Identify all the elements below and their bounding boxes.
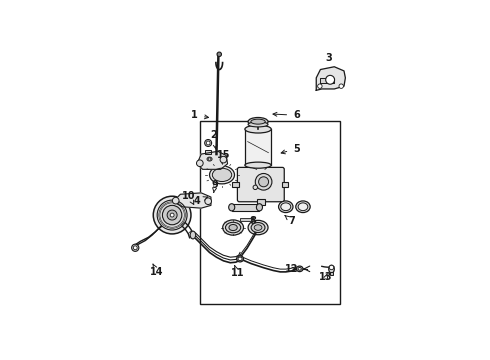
Ellipse shape: [248, 117, 268, 126]
Text: 9: 9: [212, 180, 219, 192]
Ellipse shape: [205, 140, 212, 147]
Text: 6: 6: [273, 110, 300, 120]
Ellipse shape: [281, 203, 291, 211]
Ellipse shape: [296, 266, 303, 271]
Ellipse shape: [298, 203, 308, 211]
Ellipse shape: [279, 201, 293, 212]
Bar: [330, 272, 333, 275]
Bar: [232, 204, 259, 211]
Ellipse shape: [248, 122, 268, 127]
Circle shape: [326, 75, 335, 84]
Circle shape: [329, 265, 334, 270]
Circle shape: [153, 196, 191, 234]
Circle shape: [170, 213, 174, 217]
Circle shape: [255, 174, 272, 190]
Ellipse shape: [237, 256, 244, 262]
Circle shape: [259, 177, 269, 187]
Text: 7: 7: [285, 216, 294, 226]
Text: 14: 14: [150, 264, 164, 277]
FancyBboxPatch shape: [237, 167, 284, 202]
Circle shape: [318, 84, 322, 89]
Text: 10: 10: [182, 191, 196, 204]
Polygon shape: [320, 78, 334, 84]
Text: 15: 15: [217, 150, 230, 163]
Circle shape: [205, 198, 212, 204]
Polygon shape: [316, 67, 345, 90]
Ellipse shape: [298, 267, 301, 270]
Text: 12: 12: [285, 264, 298, 274]
Ellipse shape: [190, 231, 196, 239]
Ellipse shape: [208, 158, 211, 160]
Polygon shape: [173, 193, 211, 208]
Ellipse shape: [210, 166, 235, 184]
Ellipse shape: [229, 204, 235, 211]
Text: 11: 11: [230, 265, 244, 278]
Ellipse shape: [329, 265, 334, 273]
Circle shape: [339, 84, 343, 89]
Ellipse shape: [207, 157, 212, 161]
Ellipse shape: [229, 225, 237, 231]
Circle shape: [172, 197, 179, 204]
Ellipse shape: [245, 162, 271, 168]
Bar: [232, 182, 239, 187]
Text: 5: 5: [281, 144, 300, 154]
Circle shape: [217, 52, 221, 57]
Bar: [240, 219, 251, 221]
Bar: [282, 182, 289, 187]
Text: 8: 8: [249, 216, 256, 226]
Circle shape: [196, 160, 203, 167]
Circle shape: [162, 205, 182, 225]
Ellipse shape: [296, 201, 310, 212]
Ellipse shape: [245, 125, 271, 133]
Ellipse shape: [254, 225, 262, 230]
Polygon shape: [197, 151, 227, 169]
Text: 1: 1: [191, 110, 209, 120]
Text: 4: 4: [194, 196, 207, 206]
Ellipse shape: [248, 220, 268, 235]
Circle shape: [220, 156, 227, 163]
Ellipse shape: [238, 257, 242, 261]
Bar: [257, 199, 265, 205]
Bar: [200, 121, 340, 304]
Ellipse shape: [256, 204, 263, 211]
Circle shape: [132, 244, 139, 251]
Ellipse shape: [223, 220, 244, 235]
Ellipse shape: [225, 222, 241, 233]
Bar: [245, 129, 271, 165]
Ellipse shape: [251, 222, 265, 233]
Circle shape: [133, 246, 137, 250]
Text: 2: 2: [210, 130, 217, 149]
Circle shape: [167, 210, 177, 220]
Circle shape: [157, 200, 187, 230]
Ellipse shape: [206, 141, 210, 145]
Text: 3: 3: [325, 53, 334, 71]
Ellipse shape: [212, 168, 232, 181]
Ellipse shape: [251, 119, 265, 124]
Text: 13: 13: [319, 273, 333, 283]
Circle shape: [253, 185, 258, 190]
Bar: [205, 150, 212, 154]
